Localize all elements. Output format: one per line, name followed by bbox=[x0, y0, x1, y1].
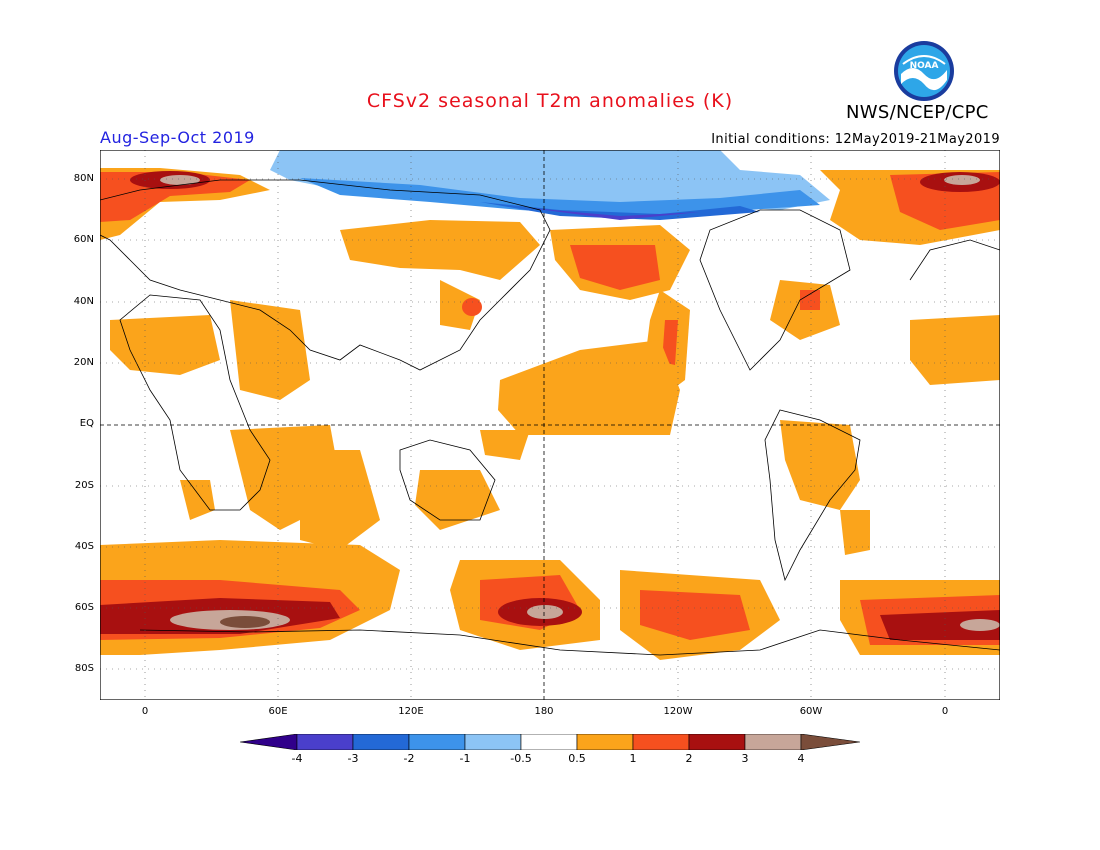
lat-label: EQ bbox=[79, 418, 94, 429]
anomaly-map bbox=[100, 150, 1000, 700]
tropical-pacific-warm-anomaly bbox=[480, 340, 680, 460]
asia-warm-anomaly bbox=[110, 220, 540, 400]
lat-label: 80S bbox=[74, 663, 94, 674]
colorbar-cell bbox=[352, 734, 410, 750]
colorbar-cell bbox=[632, 734, 690, 750]
coastlines bbox=[100, 179, 1000, 656]
colorbar-cell bbox=[576, 734, 634, 750]
colorbar-cell bbox=[688, 734, 746, 750]
lat-label: 80N bbox=[73, 173, 94, 184]
arctic-warm-anomaly bbox=[100, 168, 1000, 245]
lon-label: 120W bbox=[663, 706, 693, 717]
indian-ocean-warm-anomaly bbox=[180, 425, 500, 550]
colorbar-cell bbox=[464, 734, 522, 750]
lat-label: 20S bbox=[74, 480, 94, 491]
lat-label: 60S bbox=[74, 602, 94, 613]
lat-label: 40N bbox=[73, 296, 94, 307]
lon-label: 60E bbox=[268, 706, 288, 717]
colorbar-label: 3 bbox=[741, 752, 749, 765]
colorbar bbox=[240, 734, 860, 750]
logo-text: NOAA bbox=[910, 61, 939, 71]
colorbar-label: 0.5 bbox=[568, 752, 586, 765]
colorbar-cell bbox=[520, 734, 578, 750]
lat-label: 20N bbox=[73, 357, 94, 368]
colorbar-label: 4 bbox=[797, 752, 805, 765]
southern-ocean-warm-anomaly bbox=[100, 540, 1000, 660]
colorbar-label: -1 bbox=[459, 752, 471, 765]
north-pacific-warm-anomaly bbox=[550, 225, 690, 395]
colorbar-cell bbox=[240, 734, 298, 750]
colorbar-cell bbox=[744, 734, 802, 750]
lat-lon-grid bbox=[100, 150, 1000, 700]
colorbar-label: -4 bbox=[291, 752, 303, 765]
colorbar-label: -3 bbox=[347, 752, 359, 765]
noaa-logo: NOAA bbox=[894, 41, 954, 101]
colorbar-label: -0.5 bbox=[510, 752, 532, 765]
lon-label: 120E bbox=[398, 706, 424, 717]
season-label: Aug-Sep-Oct 2019 bbox=[100, 128, 255, 147]
initial-conditions-label: Initial conditions: 12May2019-21May2019 bbox=[711, 132, 1000, 147]
colorbar-cell bbox=[408, 734, 466, 750]
lon-label: 0 bbox=[141, 706, 149, 717]
colorbar-label: 2 bbox=[685, 752, 693, 765]
lon-label: 0 bbox=[941, 706, 949, 717]
lat-label: 60N bbox=[73, 234, 94, 245]
chart-title: CFSv2 seasonal T2m anomalies (K) bbox=[366, 90, 734, 112]
lon-label: 180 bbox=[534, 706, 554, 717]
colorbar-cell bbox=[800, 734, 860, 750]
lat-label: 40S bbox=[74, 541, 94, 552]
arctic-cold-anomaly bbox=[270, 150, 830, 220]
colorbar-label: 1 bbox=[629, 752, 637, 765]
agency-label: NWS/NCEP/CPC bbox=[846, 102, 989, 123]
colorbar-label: -2 bbox=[403, 752, 415, 765]
colorbar-cell bbox=[296, 734, 354, 750]
lon-label: 60W bbox=[799, 706, 823, 717]
